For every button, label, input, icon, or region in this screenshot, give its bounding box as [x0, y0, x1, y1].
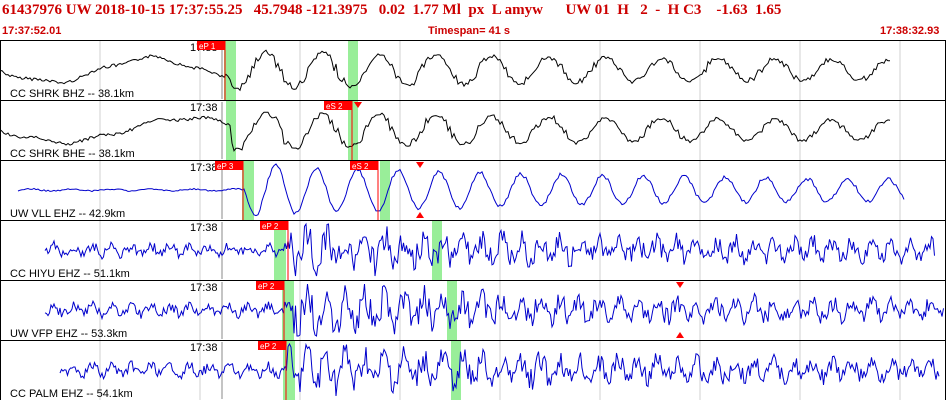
waveform: [0, 49, 890, 92]
trace-panel: [0, 160, 946, 221]
event-summary-line: 61437976 UW 2018-10-15 17:37:55.25 45.79…: [2, 2, 782, 18]
amplitude-marker-bottom: [676, 332, 684, 338]
seismogram-traces[interactable]: 17:38 eP 1 CC SHRK BHZ -- 38.1km 17:38 eS 2 C…: [0, 40, 946, 400]
pick-label: eP 2: [258, 282, 275, 291]
pick-label: eP 1: [199, 42, 216, 51]
station-label: UW VFP EHZ -- 53.3km: [10, 328, 127, 340]
amplitude-marker-bottom: [416, 212, 424, 218]
trace-panel: [0, 100, 946, 161]
station-label: CC PALM EHZ -- 54.1km: [10, 388, 133, 400]
trace-panel: [0, 40, 946, 101]
pick-window: [348, 101, 358, 160]
waveform: [44, 222, 935, 277]
event-header: 61437976 UW 2018-10-15 17:37:55.25 45.79…: [0, 0, 946, 40]
pick-label: eP 2: [260, 342, 277, 351]
time-tick-label: 17:38: [190, 162, 218, 174]
waveform: [44, 283, 944, 337]
amplitude-marker-top: [676, 282, 684, 288]
pick-window: [380, 161, 390, 220]
time-tick-label: 17:38: [190, 102, 218, 114]
amplitude-marker-top: [354, 102, 362, 108]
pick-label-box: [260, 221, 288, 230]
pick-label-box: [256, 281, 284, 290]
trace-panel: [0, 340, 946, 400]
pick-label-box: [197, 41, 225, 50]
pick-label-box: [324, 101, 352, 110]
time-tick-label: 17:38: [190, 342, 218, 354]
waveform: [0, 111, 891, 152]
amplitude-marker-top: [416, 162, 424, 168]
end-time: 17:38:32.93: [880, 25, 940, 37]
trace-panel: [0, 220, 946, 281]
pick-window: [348, 41, 358, 100]
pick-window: [282, 281, 294, 340]
waveform: [59, 342, 940, 397]
time-tick-label: 17:38: [190, 282, 218, 294]
time-tick-label: 17:38: [190, 222, 218, 234]
pick-label: eP 3: [217, 162, 234, 171]
station-label: CC HIYU EHZ -- 51.1km: [10, 268, 130, 280]
pick-window: [451, 341, 461, 400]
pick-label: eS 2: [352, 162, 369, 171]
pick-window: [447, 281, 457, 340]
station-label: UW VLL EHZ -- 42.9km: [10, 208, 125, 220]
pick-label: eP 2: [262, 222, 279, 231]
pick-label-box: [350, 161, 378, 170]
timespan-label: Timespan= 41 s: [428, 25, 511, 37]
pick-window: [432, 221, 442, 280]
pick-label: eS 2: [326, 102, 343, 111]
pick-label-box: [215, 161, 243, 170]
pick-window: [242, 161, 254, 220]
pick-label-box: [258, 341, 286, 350]
start-time: 17:37:52.01: [2, 25, 62, 37]
pick-window: [224, 41, 236, 100]
station-label: CC SHRK BHZ -- 38.1km: [10, 88, 134, 100]
station-label: CC SHRK BHE -- 38.1km: [10, 148, 135, 160]
waveform: [17, 163, 905, 217]
